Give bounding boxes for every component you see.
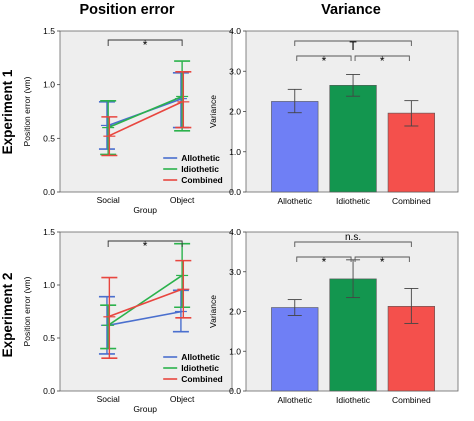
- significance-bracket: [354, 256, 410, 262]
- series-idiothetic: Idiothetic: [100, 60, 219, 174]
- panel-exp2-variance: 0.0 1.0 2.0 3.0 4.0 Variance Allothetic Idiothe…: [208, 227, 459, 405]
- y-tick-label: 0.0: [43, 386, 55, 396]
- x-category-label: Object: [170, 394, 195, 404]
- series-line: [107, 95, 183, 129]
- y-tick-label: 1.0: [43, 280, 55, 290]
- y-tick-label: 2.0: [229, 307, 241, 317]
- bar-allothetic: [271, 101, 319, 193]
- y-tick-label: 2.0: [229, 107, 241, 117]
- legend-label: Combined: [181, 374, 223, 384]
- x-category-label: Allothetic: [278, 395, 313, 405]
- y-tick-label: 3.0: [229, 66, 241, 76]
- significance-bracket: [107, 240, 183, 247]
- y-axis-label: Variance: [208, 295, 218, 328]
- bottom-row-title: Experiment 2: [0, 273, 15, 358]
- panel-exp2-position: 0.0 0.5 1.0 1.5 Position error (vm) Social Obj…: [22, 227, 233, 414]
- legend-label: Allothetic: [181, 352, 220, 362]
- y-tick-label: 1.5: [43, 26, 55, 36]
- plot-area: [59, 231, 233, 392]
- legend-label: Combined: [181, 175, 223, 185]
- y-tick-label: 3.0: [229, 267, 241, 277]
- series-line: [107, 288, 183, 318]
- chart-panels: 0.0 0.5 1.0 1.5 Position error (vm) Social Obj…: [22, 26, 459, 414]
- bar-idiothetic: [329, 85, 377, 193]
- significance-bracket: [294, 40, 412, 46]
- significance-label: *: [322, 255, 327, 269]
- x-category-label: Social: [97, 195, 120, 205]
- significance-bracket: [107, 39, 183, 46]
- y-tick-label: 0.5: [43, 133, 55, 143]
- y-tick-label: 4.0: [229, 227, 241, 237]
- x-category-label: Combined: [392, 395, 431, 405]
- x-axis-label: Group: [133, 404, 157, 414]
- y-tick-label: 0.0: [43, 187, 55, 197]
- series-line: [107, 101, 183, 137]
- panel-exp1-position: 0.0 0.5 1.0 1.5 Position error (vm) Social Obj…: [22, 26, 233, 215]
- significance-label: *: [143, 239, 148, 253]
- significance-label: T: [349, 39, 357, 53]
- significance-label: *: [143, 38, 148, 52]
- right-column-title: Variance: [321, 2, 381, 18]
- series-combined: Combined: [101, 259, 223, 384]
- significance-bracket: [296, 256, 352, 262]
- y-tick-label: 1.0: [43, 80, 55, 90]
- x-axis-label: Group: [133, 205, 157, 215]
- x-category-label: Object: [170, 195, 195, 205]
- x-category-label: Idiothetic: [336, 196, 371, 206]
- series-line: [108, 310, 183, 327]
- panel-exp1-variance: 0.0 1.0 2.0 3.0 4.0 Variance Allothetic Idiothe…: [208, 26, 459, 206]
- series-combined: Combined: [101, 70, 223, 185]
- legend-label: Idiothetic: [181, 164, 219, 174]
- bar-allothetic: [271, 307, 319, 392]
- y-tick-label: 1.5: [43, 227, 55, 237]
- x-category-label: Idiothetic: [336, 395, 371, 405]
- x-category-label: Allothetic: [278, 196, 313, 206]
- y-axis-label: Position error (vm): [22, 276, 32, 346]
- significance-label: *: [380, 255, 385, 269]
- legend-label: Allothetic: [181, 153, 220, 163]
- y-axis-label: Variance: [208, 95, 218, 128]
- legend-label: Idiothetic: [181, 363, 219, 373]
- y-tick-label: 0.5: [43, 333, 55, 343]
- y-tick-label: 1.0: [229, 147, 241, 157]
- x-category-label: Social: [97, 394, 120, 404]
- significance-label: *: [322, 54, 327, 68]
- series-allothetic: Allothetic: [98, 289, 220, 362]
- y-tick-label: 4.0: [229, 26, 241, 36]
- top-row-title: Experiment 1: [0, 69, 15, 154]
- significance-bracket: [354, 55, 410, 61]
- significance-bracket: [294, 241, 412, 247]
- significance-bracket: [296, 55, 352, 61]
- x-category-label: Combined: [392, 196, 431, 206]
- y-tick-label: 1.0: [229, 346, 241, 356]
- y-tick-label: 0.0: [229, 386, 241, 396]
- y-axis-label: Position error (vm): [22, 76, 32, 146]
- significance-label: *: [380, 54, 385, 68]
- y-tick-label: 0.0: [229, 187, 241, 197]
- significance-label: n.s.: [345, 232, 361, 243]
- left-column-title: Position error: [79, 2, 174, 18]
- series-line: [107, 274, 183, 326]
